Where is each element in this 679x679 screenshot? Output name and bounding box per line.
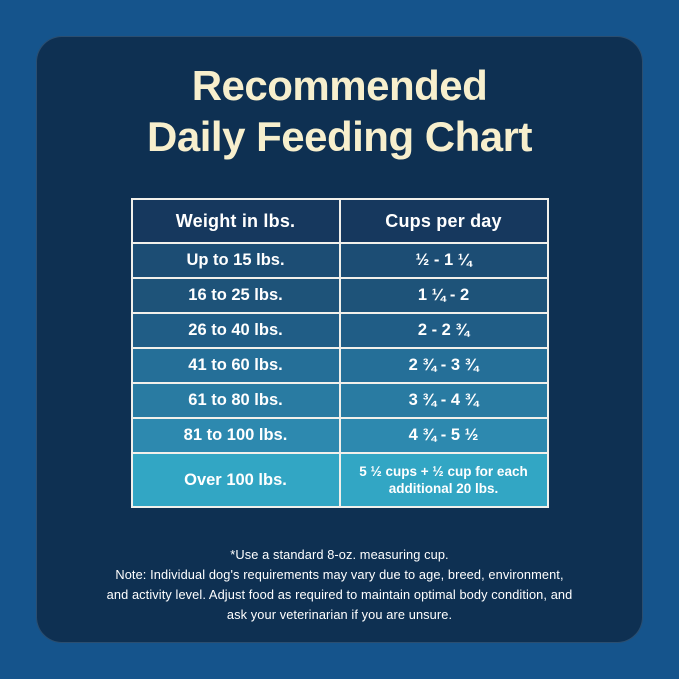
page-title: Recommended Daily Feeding Chart bbox=[36, 60, 643, 162]
cups-cell: 5 ½ cups + ½ cup for each additional 20 … bbox=[338, 452, 549, 508]
weight-cell: 16 to 25 lbs. bbox=[130, 277, 341, 314]
feeding-table: Weight in lbs. Cups per day Up to 15 lbs… bbox=[130, 198, 549, 508]
header-row: Weight in lbs. Cups per day bbox=[130, 198, 549, 244]
weight-cell: 61 to 80 lbs. bbox=[130, 382, 341, 419]
feeding-table-body: Up to 15 lbs. ½ - 1 ¼ 16 to 25 lbs. 1 ¼ … bbox=[130, 242, 549, 508]
weight-cell: 81 to 100 lbs. bbox=[130, 417, 341, 454]
table-row: 81 to 100 lbs. 4 ¾ - 5 ½ bbox=[130, 417, 549, 454]
footnote-line: ask your veterinarian if you are unsure. bbox=[226, 607, 453, 622]
title-line-1: Recommended bbox=[191, 62, 488, 109]
weight-cell: 41 to 60 lbs. bbox=[130, 347, 341, 384]
table-row: 41 to 60 lbs. 2 ¾ - 3 ¾ bbox=[130, 347, 549, 384]
column-header-cups: Cups per day bbox=[338, 198, 549, 244]
table-row: Up to 15 lbs. ½ - 1 ¼ bbox=[130, 242, 549, 279]
footnote-line: *Use a standard 8-oz. measuring cup. bbox=[230, 547, 449, 562]
table-row: Over 100 lbs. 5 ½ cups + ½ cup for each … bbox=[130, 452, 549, 508]
table-row: 61 to 80 lbs. 3 ¾ - 4 ¾ bbox=[130, 382, 549, 419]
table-row: 16 to 25 lbs. 1 ¼ - 2 bbox=[130, 277, 549, 314]
cups-cell: 4 ¾ - 5 ½ bbox=[338, 417, 549, 454]
footnotes: *Use a standard 8-oz. measuring cup. Not… bbox=[36, 545, 643, 625]
cups-cell: ½ - 1 ¼ bbox=[338, 242, 549, 279]
cups-cell: 2 - 2 ¾ bbox=[338, 312, 549, 349]
footnote-line: and activity level. Adjust food as requi… bbox=[106, 587, 573, 602]
column-header-weight: Weight in lbs. bbox=[130, 198, 341, 244]
title-line-2: Daily Feeding Chart bbox=[147, 113, 532, 160]
footnote-line: Note: Individual dog's requirements may … bbox=[115, 567, 564, 582]
weight-cell: 26 to 40 lbs. bbox=[130, 312, 341, 349]
weight-cell: Over 100 lbs. bbox=[130, 452, 341, 508]
table-row: 26 to 40 lbs. 2 - 2 ¾ bbox=[130, 312, 549, 349]
weight-cell: Up to 15 lbs. bbox=[130, 242, 341, 279]
cups-cell: 2 ¾ - 3 ¾ bbox=[338, 347, 549, 384]
cups-cell: 1 ¼ - 2 bbox=[338, 277, 549, 314]
feeding-chart-panel: Recommended Daily Feeding Chart Weight i… bbox=[36, 36, 643, 643]
feeding-table-header: Weight in lbs. Cups per day bbox=[130, 198, 549, 244]
cups-cell: 3 ¾ - 4 ¾ bbox=[338, 382, 549, 419]
